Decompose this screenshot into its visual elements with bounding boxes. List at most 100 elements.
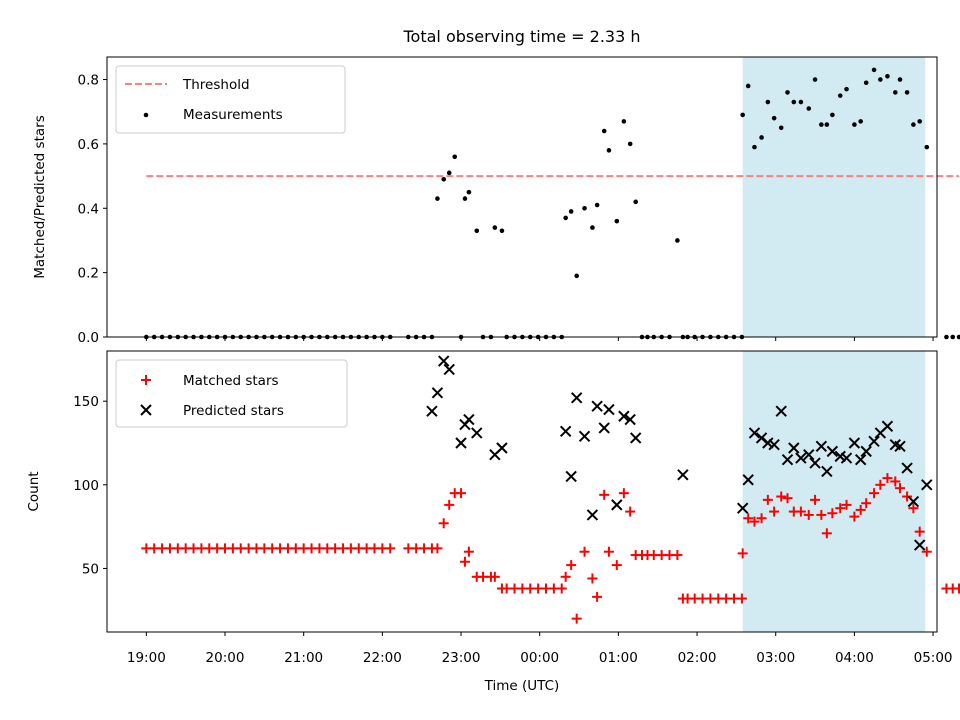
matched-star-point — [618, 488, 629, 499]
cross-stroke-b — [618, 410, 630, 422]
measurement-point — [844, 86, 849, 92]
matched-star-point — [625, 506, 636, 517]
legend-threshold-label: Threshold — [182, 77, 250, 93]
measurement-point — [633, 199, 638, 205]
measurement-point — [675, 238, 680, 243]
counts-series — [141, 355, 960, 624]
measurement-point — [614, 218, 620, 224]
matched-star-point — [776, 491, 787, 502]
measurement-point — [798, 99, 804, 105]
predicted-star-point — [598, 422, 610, 434]
cross-stroke-b — [848, 437, 861, 449]
predicted-star-point — [781, 454, 794, 466]
cross-stroke-b — [795, 452, 807, 464]
cross-stroke-b — [860, 445, 872, 458]
matched-star-point — [571, 613, 582, 624]
measurement-point — [446, 170, 452, 176]
matched-star-point — [803, 509, 814, 520]
measurement-point — [745, 83, 751, 89]
measurement-point — [462, 196, 468, 201]
measurement-point — [765, 99, 771, 105]
cross-stroke-b — [586, 509, 599, 521]
measurement-point — [852, 122, 857, 127]
matched-star-point — [603, 546, 614, 557]
x-tick-label: 05:00 — [914, 650, 953, 666]
matched-star-point — [579, 546, 590, 557]
matched-star-point — [566, 560, 577, 571]
measurement-point — [492, 225, 498, 230]
predicted-star-point — [471, 427, 483, 439]
matched-star-point — [895, 483, 906, 494]
cross-stroke-b — [570, 392, 583, 404]
cross-stroke-b — [854, 454, 867, 466]
predicted-star-point — [768, 438, 780, 451]
cross-stroke-b — [591, 400, 603, 412]
cross-stroke-b — [921, 479, 933, 491]
top-axes-frame — [106, 56, 938, 338]
cross-stroke-b — [889, 438, 902, 451]
predicted-star-point — [736, 502, 749, 514]
cross-stroke-b — [455, 437, 467, 449]
matched-star-point — [560, 571, 571, 582]
top-x-ticks — [145, 337, 934, 341]
matched-star-point — [816, 509, 827, 520]
predicted-star-point — [629, 432, 642, 444]
matched-star-point — [432, 543, 443, 554]
predicted-star-point — [795, 452, 807, 464]
y-tick-label: 0.2 — [78, 266, 99, 282]
predicted-star-point — [591, 400, 603, 412]
predicted-star-point — [840, 452, 853, 464]
x-tick-label: 03:00 — [756, 650, 795, 666]
predicted-star-point — [860, 445, 872, 458]
y-tick-label: 0.8 — [78, 73, 99, 89]
cross-stroke-b — [677, 469, 689, 481]
cross-stroke-b — [603, 403, 615, 416]
matched-star-point — [841, 499, 852, 510]
chart-title: Total observing time = 2.33 h — [402, 27, 640, 46]
predicted-star-point — [907, 495, 920, 508]
measurement-point — [778, 125, 784, 131]
bottom-y-axis-label: Count — [26, 471, 42, 511]
measurement-point — [627, 141, 633, 147]
bottom-axes-frame — [106, 350, 938, 633]
matched-star-point — [855, 504, 866, 515]
measurement-point — [621, 119, 627, 124]
predicted-star-point — [586, 509, 599, 521]
x-tick-label: 19:00 — [127, 650, 166, 666]
predicted-star-point — [611, 499, 623, 511]
predicted-star-point — [775, 405, 787, 417]
matched-star-point — [737, 548, 748, 559]
matched-star-point — [587, 573, 598, 584]
measurement-point — [759, 135, 764, 140]
x-tick-label: 20:00 — [206, 650, 245, 666]
cross-stroke-b — [868, 435, 880, 448]
predicted-star-point — [624, 413, 636, 426]
matched-star-point — [861, 498, 872, 509]
matched-star-point — [756, 513, 767, 524]
matched-star-point — [914, 526, 925, 537]
cross-stroke-b — [578, 430, 591, 443]
cross-stroke-b — [559, 425, 572, 437]
y-tick-label: 150 — [73, 394, 99, 410]
matched-star-point — [489, 571, 500, 582]
cross-stroke-b — [431, 387, 444, 399]
cross-stroke-b — [815, 440, 828, 453]
measurement-point — [574, 273, 579, 279]
legend-matched-swatch — [141, 375, 151, 385]
legend-plus-marker — [141, 375, 151, 385]
cross-stroke-b — [840, 452, 853, 464]
bottom-x-ticks: 19:00 20:00 21:00 22:00 23:00 00:00 01:00 02:00… — [127, 632, 953, 666]
predicted-star-point — [603, 403, 615, 416]
predicted-star-point — [455, 437, 467, 449]
predicted-star-point — [913, 539, 926, 551]
top-legend-frame — [115, 65, 346, 134]
predicted-star-point — [677, 469, 689, 481]
predicted-star-point — [854, 454, 867, 466]
measurement-point — [944, 334, 949, 340]
matched-star-point — [599, 489, 610, 500]
matched-star-point — [810, 494, 821, 505]
matched-star-point — [908, 503, 919, 514]
predicted-star-point — [443, 363, 455, 376]
y-tick-label: 0.6 — [78, 137, 99, 153]
x-tick-label: 02:00 — [678, 650, 717, 666]
